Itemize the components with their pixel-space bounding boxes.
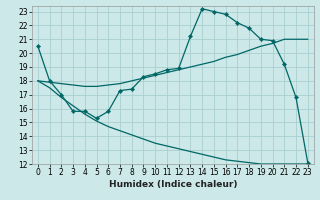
X-axis label: Humidex (Indice chaleur): Humidex (Indice chaleur) [108,180,237,189]
